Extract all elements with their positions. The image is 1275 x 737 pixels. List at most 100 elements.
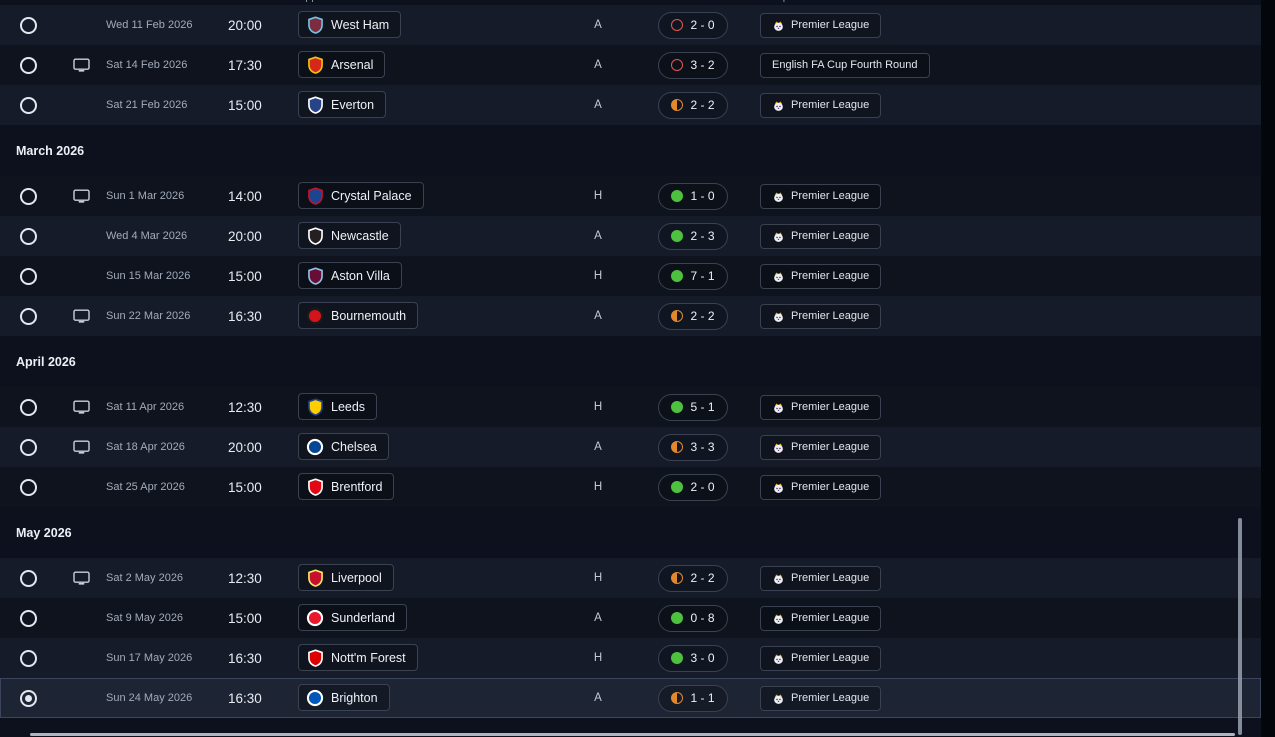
opponent-pill[interactable]: Chelsea	[298, 433, 389, 461]
fixture-row[interactable]: Sat 21 Feb 2026 15:00 Everton A 2 - 2 Pr…	[0, 85, 1261, 125]
competition-pill[interactable]: Premier League	[760, 645, 882, 671]
result-pill[interactable]: 3 - 3	[658, 433, 728, 461]
fixture-row[interactable]: Sat 2 May 2026 12:30 Liverpool H 2 - 2 P…	[0, 558, 1261, 598]
fixture-date: Sat 14 Feb 2026	[106, 59, 188, 71]
competition-pill[interactable]: Premier League	[760, 92, 882, 118]
competition-label: Premier League	[791, 572, 870, 584]
result-indicator-icon	[671, 310, 684, 322]
fixture-row[interactable]: Sat 14 Feb 2026 17:30 Arsenal A 3 - 2 En…	[0, 45, 1261, 85]
fixture-row[interactable]: Sun 22 Mar 2026 16:30 Bournemouth A 2 - …	[0, 296, 1261, 336]
competition-label: Premier League	[791, 652, 870, 664]
result-pill[interactable]: 2 - 0	[658, 11, 728, 39]
row-radio[interactable]	[19, 478, 37, 496]
fixture-row[interactable]: Sat 18 Apr 2026 20:00 Chelsea A 3 - 3 Pr…	[0, 427, 1261, 467]
opponent-pill[interactable]: Leeds	[298, 393, 378, 421]
competition-pill[interactable]: Premier League	[760, 605, 882, 631]
competition-pill[interactable]: Premier League	[760, 183, 882, 209]
row-radio[interactable]	[19, 398, 37, 416]
result-pill[interactable]: 0 - 8	[658, 604, 728, 632]
radio-dot	[25, 484, 32, 491]
fixture-time: 12:30	[228, 570, 262, 586]
score: 3 - 2	[690, 58, 715, 72]
opponent-pill[interactable]: Crystal Palace	[298, 182, 424, 210]
col-header-competition: Competition	[760, 0, 818, 3]
row-radio[interactable]	[19, 16, 37, 34]
row-radio[interactable]	[19, 569, 37, 587]
aston-villa-badge-icon	[306, 267, 324, 285]
row-radio[interactable]	[19, 609, 37, 627]
result-pill[interactable]: 2 - 2	[658, 91, 728, 119]
opponent-pill[interactable]: Liverpool	[298, 564, 394, 592]
row-radio[interactable]	[19, 307, 37, 325]
opponent-pill[interactable]: Aston Villa	[298, 262, 402, 290]
result-pill[interactable]: 2 - 2	[658, 302, 728, 330]
result-pill[interactable]: 1 - 0	[658, 182, 728, 210]
result-pill[interactable]: 3 - 2	[658, 51, 728, 79]
result-pill[interactable]: 2 - 3	[658, 222, 728, 250]
venue-indicator: H	[593, 401, 603, 413]
sunderland-badge-icon	[306, 609, 324, 627]
premier-league-icon	[772, 441, 785, 454]
opponent-pill[interactable]: Nott'm Forest	[298, 644, 418, 672]
competition-pill[interactable]: Premier League	[760, 434, 882, 460]
opponent-pill[interactable]: Brighton	[298, 684, 390, 712]
everton-badge-icon	[306, 96, 324, 114]
row-radio[interactable]	[19, 689, 37, 707]
fixture-row[interactable]: Wed 11 Feb 2026 20:00 West Ham A 2 - 0 P…	[0, 5, 1261, 45]
venue-indicator: H	[593, 572, 603, 584]
row-radio[interactable]	[19, 96, 37, 114]
result-pill[interactable]: 2 - 2	[658, 564, 728, 592]
row-radio[interactable]	[19, 438, 37, 456]
opponent-name: West Ham	[331, 17, 390, 32]
row-radio[interactable]	[19, 187, 37, 205]
competition-pill[interactable]: Premier League	[760, 303, 882, 329]
fixture-row[interactable]: Sat 25 Apr 2026 15:00 Brentford H 2 - 0 …	[0, 467, 1261, 507]
fixture-row[interactable]: Wed 4 Mar 2026 20:00 Newcastle A 2 - 3 P…	[0, 216, 1261, 256]
opponent-pill[interactable]: Newcastle	[298, 222, 401, 250]
horizontal-scrollbar-thumb[interactable]	[30, 733, 1235, 736]
opponent-pill[interactable]: West Ham	[298, 11, 402, 39]
competition-pill[interactable]: Premier League	[760, 223, 882, 249]
opponent-name: Crystal Palace	[331, 188, 412, 203]
opponent-pill[interactable]: Bournemouth	[298, 302, 419, 330]
result-pill[interactable]: 2 - 0	[658, 473, 728, 501]
tv-icon	[72, 440, 90, 454]
row-radio[interactable]	[19, 56, 37, 74]
row-radio[interactable]	[19, 267, 37, 285]
fixture-row[interactable]: Sun 17 May 2026 16:30 Nott'm Forest H 3 …	[0, 638, 1261, 678]
opponent-pill[interactable]: Brentford	[298, 473, 395, 501]
fixture-row[interactable]: Sun 15 Mar 2026 15:00 Aston Villa H 7 - …	[0, 256, 1261, 296]
result-pill[interactable]: 7 - 1	[658, 262, 728, 290]
radio-dot	[25, 444, 32, 451]
competition-pill[interactable]: Premier League	[760, 12, 882, 38]
competition-pill[interactable]: Premier League	[760, 565, 882, 591]
tv-icon	[72, 400, 90, 414]
competition-pill[interactable]: Premier League	[760, 474, 882, 500]
row-radio[interactable]	[19, 649, 37, 667]
vertical-scrollbar-thumb[interactable]	[1238, 518, 1242, 735]
competition-label: Premier League	[791, 441, 870, 453]
fixture-row[interactable]: Sun 24 May 2026 16:30 Brighton A 1 - 1 P…	[0, 678, 1261, 718]
opponent-pill[interactable]: Sunderland	[298, 604, 407, 632]
result-indicator-icon	[671, 572, 684, 584]
vertical-scrollbar-track[interactable]	[1261, 0, 1275, 737]
fixture-row[interactable]: Sat 11 Apr 2026 12:30 Leeds H 5 - 1 Prem…	[0, 387, 1261, 427]
col-header-tv: TV	[63, 0, 77, 3]
result-pill[interactable]: 3 - 0	[658, 644, 728, 672]
opponent-pill[interactable]: Everton	[298, 91, 387, 119]
competition-pill[interactable]: Premier League	[760, 685, 882, 711]
premier-league-icon	[772, 401, 785, 414]
row-radio[interactable]	[19, 227, 37, 245]
score: 5 - 1	[690, 400, 715, 414]
fixture-row[interactable]: Sun 1 Mar 2026 14:00 Crystal Palace H 1 …	[0, 176, 1261, 216]
fixture-row[interactable]: Sat 9 May 2026 15:00 Sunderland A 0 - 8 …	[0, 598, 1261, 638]
competition-pill[interactable]: English FA Cup Fourth Round	[760, 52, 930, 78]
competition-pill[interactable]: Premier League	[760, 263, 882, 289]
score: 2 - 0	[690, 480, 715, 494]
result-pill[interactable]: 1 - 1	[658, 684, 728, 712]
opponent-pill[interactable]: Arsenal	[298, 51, 386, 79]
competition-pill[interactable]: Premier League	[760, 394, 882, 420]
result-pill[interactable]: 5 - 1	[658, 393, 728, 421]
tv-icon	[72, 189, 90, 203]
